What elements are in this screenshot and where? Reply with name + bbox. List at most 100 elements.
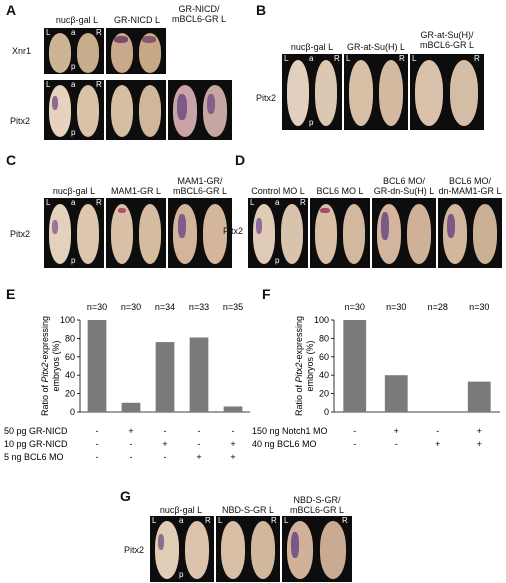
panel-b-cond-1: nucβ-gal L (290, 42, 334, 52)
panel-a-cond-3: GR-NICD/ mBCL6-GR L (171, 4, 226, 24)
panel-g-cond-3: NBD-S-GR/ mBCL6-GR L (289, 495, 344, 515)
chart-f-ytick-label-60: 60 (319, 352, 329, 362)
panel-a-photo-pitx2-2 (106, 80, 166, 140)
chart-e-table-mark-2-4: - (198, 439, 201, 449)
chart-e-ytick-label-0: 0 (70, 407, 75, 417)
chart-e-table-mark-3-3: - (164, 452, 167, 462)
panel-c-cond-3: MAM1-GR/ mBCL6-GR L (172, 176, 227, 196)
chart-f-ytick-label-0: 0 (324, 407, 329, 417)
chart-f-table-mark-1-1: - (353, 426, 356, 436)
chart-f-table-label-1: 150 ng Notch1 MO (252, 426, 328, 436)
panel-d-photo-3 (372, 198, 436, 268)
chart-e-ytick-label-20: 20 (65, 389, 75, 399)
panel-b-label: B (256, 2, 267, 18)
chart-f-ytick-label-100: 100 (314, 315, 329, 325)
panel-d-photo-1: L a R p (248, 198, 308, 268)
panel-g-label: G (120, 488, 131, 504)
panel-b-row-pitx2: Pitx2 (256, 93, 277, 103)
chart-e-table-mark-2-3: + (162, 439, 167, 449)
chart-f-n-label-1: n=30 (345, 302, 365, 312)
panel-d-row-pitx2: Pitx2 (223, 226, 244, 236)
chart-f-ytick-label-20: 20 (319, 389, 329, 399)
chart-f-table-mark-2-3: + (435, 439, 440, 449)
chart-e-table-label-2: 10 pg GR-NICD (4, 439, 68, 449)
chart-e-table-mark-1-3: - (164, 426, 167, 436)
panel-a-photo-pitx2-1: L a R p (44, 80, 104, 140)
panel-b-photo-3: L R (410, 54, 484, 130)
chart-e-ytick-label-100: 100 (60, 315, 75, 325)
chart-e-table-mark-2-1: - (96, 439, 99, 449)
panel-a-label: A (6, 2, 17, 18)
chart-f-ytick-label-80: 80 (319, 333, 329, 343)
chart-f-table-mark-2-1: - (353, 439, 356, 449)
chart-f-n-label-4: n=30 (469, 302, 489, 312)
chart-f-bar-4 (467, 381, 491, 412)
chart-f-table-mark-2-4: + (477, 439, 482, 449)
chart-e-table-mark-1-1: - (96, 426, 99, 436)
chart-e-ylabel-line2: embryos (%) (51, 340, 61, 391)
chart-e-n-label-4: n=33 (189, 302, 209, 312)
chart-f-table-mark-1-2: + (394, 426, 399, 436)
panel-b-cond-2: GR-at-Su(H) L (346, 42, 405, 52)
chart-e-bar-4 (189, 337, 209, 412)
panel-g-photo-1: L a R p (150, 516, 214, 582)
panel-e-label: E (6, 286, 16, 302)
chart-e-ylabel-line1: Ratio of Pitx2-expressing (40, 316, 50, 416)
chart-e-n-label-1: n=30 (87, 302, 107, 312)
panel-g-photo-2: L R (216, 516, 280, 582)
panel-g-row-pitx2: Pitx2 (124, 545, 145, 555)
chart-e-table-mark-1-2: + (128, 426, 133, 436)
panel-c-photo-1: L a R p (44, 198, 104, 268)
chart-f-table-mark-1-4: + (477, 426, 482, 436)
panel-d-photo-4 (438, 198, 502, 268)
chart-f-table-label-2: 40 ng BCL6 MO (252, 439, 317, 449)
chart-f-bar-1 (343, 320, 367, 412)
panel-f-label: F (262, 286, 271, 302)
panel-b-photo-2: L R (344, 54, 408, 130)
chart-e-table-mark-1-4: - (198, 426, 201, 436)
panel-d-cond-4: BCL6 MO/ dn-MAM1-GR L (438, 176, 502, 196)
panel-d-cond-3: BCL6 MO/ GR-dn-Su(H) L (373, 176, 435, 196)
chart-e-table-mark-3-5: + (230, 452, 235, 462)
chart-e-table-label-3: 5 ng BCL6 MO (4, 452, 64, 462)
chart-e-n-label-3: n=34 (155, 302, 175, 312)
panel-a-cond-1: nucβ-gal L (55, 15, 99, 25)
chart-f-ylabel-line1: Ratio of Pitx2-expressing (294, 316, 304, 416)
panel-c-photo-3 (168, 198, 232, 268)
panel-a-photo-pitx2-3 (168, 80, 232, 140)
panel-d-cond-2: BCL6 MO L (316, 186, 364, 196)
chart-e-table-mark-3-2: - (130, 452, 133, 462)
chart-f-table-mark-2-2: - (395, 439, 398, 449)
chart-e-bar-3 (155, 342, 175, 412)
chart-e-table-label-1: 50 pg GR-NICD (4, 426, 68, 436)
panel-b-photo-1: L a R p (282, 54, 342, 130)
chart-e-table-mark-3-1: - (96, 452, 99, 462)
panel-g-photo-3: L R (282, 516, 352, 582)
chart-e-bar-1 (87, 320, 107, 412)
chart-f-ylabel-line2: embryos (%) (305, 340, 315, 391)
panel-a-photo-xnr1-2 (106, 28, 166, 74)
panel-g-cond-1: nucβ-gal L (159, 505, 203, 515)
panel-g-cond-2: NBD-S-GR L (221, 505, 274, 515)
chart-f-n-label-3: n=28 (428, 302, 448, 312)
panel-a-row-pitx2: Pitx2 (10, 116, 31, 126)
chart-e-table-mark-2-5: + (230, 439, 235, 449)
chart-e-ytick-label-60: 60 (65, 352, 75, 362)
panel-c-cond-1: nucβ-gal L (52, 186, 96, 196)
chart-e-table-mark-2-2: - (130, 439, 133, 449)
chart-f-table-mark-1-3: - (436, 426, 439, 436)
panel-d-photo-2 (310, 198, 370, 268)
chart-e-bar-5 (223, 406, 243, 412)
chart-e-table-mark-3-4: + (196, 452, 201, 462)
panel-c-label: C (6, 152, 17, 168)
panel-d-label: D (235, 152, 246, 168)
chart-f: 0 20 40 60 80 100 Ratio of Pitx2-expressingemb… (252, 302, 500, 449)
chart-e-ytick-label-80: 80 (65, 333, 75, 343)
panel-a-photo-xnr1-1: L a R p (44, 28, 104, 74)
chart-f-ytick-label-40: 40 (319, 370, 329, 380)
chart-e-ytick-label-40: 40 (65, 370, 75, 380)
panel-b-cond-3: GR-at-Su(H)/ mBCL6-GR L (419, 30, 474, 50)
chart-e: 0 20 40 60 80 100 Ratio of Pitx2-expressingemb… (4, 302, 250, 462)
panel-c-photo-2 (106, 198, 166, 268)
panel-c-row-pitx2: Pitx2 (10, 229, 31, 239)
